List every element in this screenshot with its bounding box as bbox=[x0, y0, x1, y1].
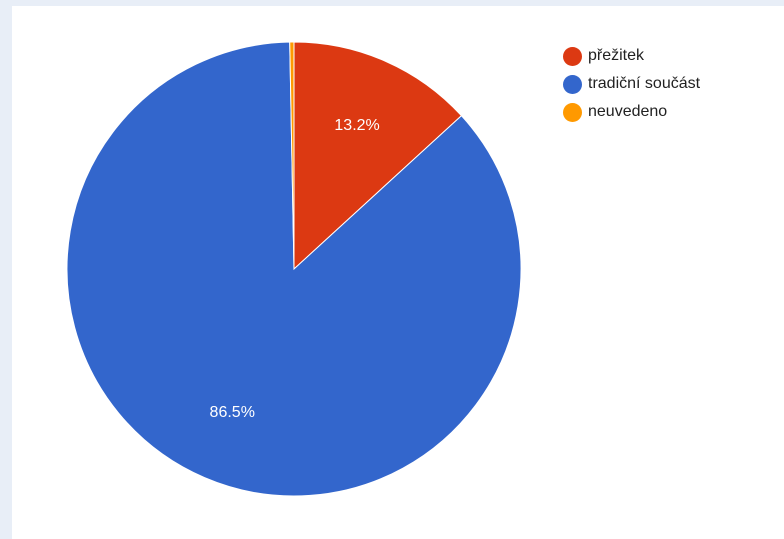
legend-label: neuvedeno bbox=[588, 103, 668, 120]
legend-item-2[interactable]: neuvedeno bbox=[563, 98, 700, 126]
chart-legend: přežitek tradiční součást neuvedeno bbox=[563, 42, 700, 126]
pie-slice-1[interactable] bbox=[66, 41, 522, 497]
pie-slice-0[interactable] bbox=[293, 41, 463, 271]
legend-swatch bbox=[563, 74, 582, 94]
slice-data-label-1: 86.5% bbox=[210, 404, 255, 421]
legend-swatch bbox=[563, 46, 582, 66]
pie-slice-2[interactable] bbox=[289, 41, 295, 270]
legend-label: tradiční součást bbox=[588, 75, 701, 92]
slice-data-label-0: 13.2% bbox=[334, 117, 379, 134]
legend-item-0[interactable]: přežitek bbox=[563, 42, 700, 70]
legend-label: přežitek bbox=[588, 47, 645, 64]
pie-chart: 13.2% 86.5% bbox=[66, 41, 522, 497]
legend-swatch bbox=[563, 102, 582, 122]
chart-panel: 13.2% 86.5% přežitek tradiční součást neuve… bbox=[12, 6, 784, 539]
legend-item-1[interactable]: tradiční součást bbox=[563, 70, 700, 98]
